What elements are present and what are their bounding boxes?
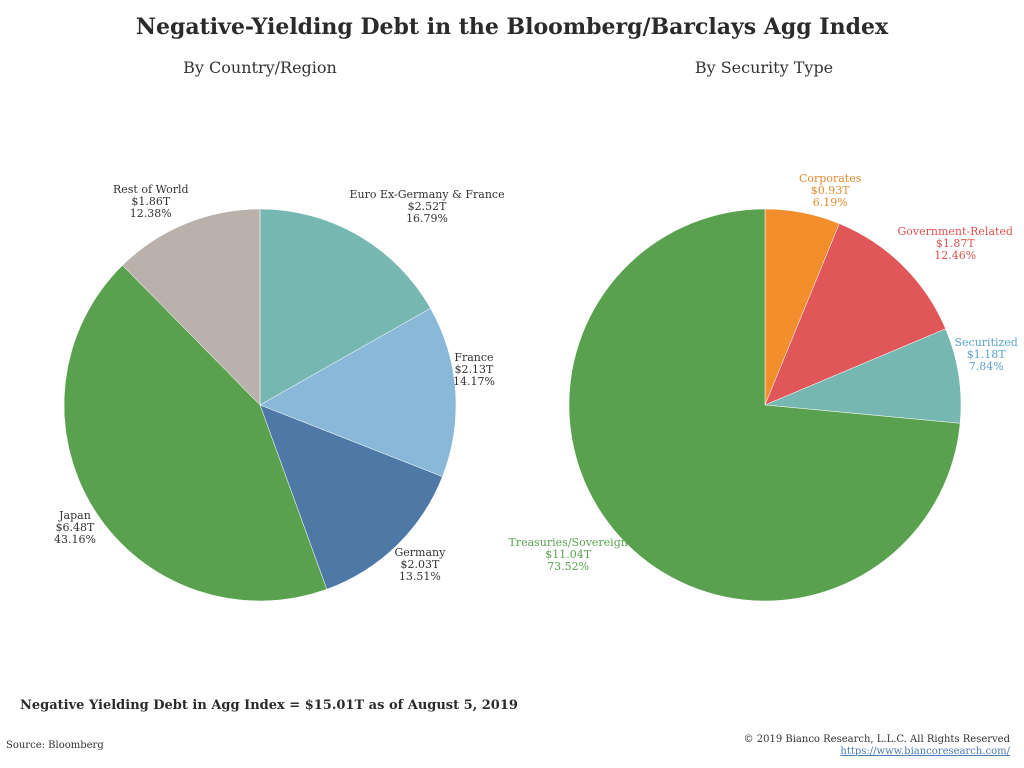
slice-name: Japan [59,509,91,522]
slice-label-treasuries-sovereign: Treasuries/Sovereign $11.04T 73.52% [509,537,628,573]
slice-percent: 73.52% [547,560,590,573]
slice-amount: $2.13T [454,363,494,376]
left-pie-subtitle: By Country/Region [183,58,337,77]
slice-label-government-related: Government-Related $1.87T 12.46% [898,226,1013,262]
slice-name: Euro Ex-Germany & France [349,188,505,201]
slice-label-euro-ex-germany-france: Euro Ex-Germany & France $2.52T 16.79% [350,189,505,225]
slice-percent: 6.19% [812,196,848,209]
slice-label-france: France $2.13T 14.17% [453,352,495,388]
pie-slice-rest-of-world [122,208,261,406]
slice-amount: $2.03T [400,558,440,571]
slice-amount: $1.18T [966,348,1006,361]
slice-label-rest-of-world: Rest of World $1.86T 12.38% [113,184,189,220]
slice-percent: 7.84% [968,360,1004,373]
slice-percent: 14.17% [453,375,495,388]
website-link[interactable]: https://www.biancoresearch.com/ [840,746,1010,757]
slice-name: Treasuries/Sovereign [508,536,628,549]
right-pie-subtitle: By Security Type [694,58,834,77]
slice-name: Securitized [954,336,1018,349]
source-note: Source: Bloomberg [6,740,104,751]
slice-label-corporates: Corporates $0.93T 6.19% [799,173,861,209]
pie-slice-treasuries-sovereign [568,208,961,602]
pie-slice-japan [63,265,328,602]
pie-slice-euro-ex-germany-france [259,208,431,406]
slice-amount: $0.93T [810,184,850,197]
slice-label-germany: Germany $2.03T 13.51% [395,547,446,583]
slice-name: France [454,351,494,364]
slice-name: Rest of World [113,183,189,196]
slice-amount: $2.52T [407,200,447,213]
slice-percent: 12.38% [129,207,172,220]
slice-percent: 12.46% [934,249,977,262]
slice-label-japan: Japan $6.48T 43.16% [54,510,96,546]
slice-amount: $6.48T [55,521,95,534]
pie-slice-germany [259,404,443,590]
total-note: Negative Yielding Debt in Agg Index = $1… [20,698,518,713]
slice-percent: 13.51% [398,570,441,583]
slice-amount: $11.04T [545,548,592,561]
copyright-block: © 2019 Bianco Research, L.L.C. All Right… [744,734,1010,758]
slice-name: Corporates [799,172,862,185]
slice-name: Government-Related [897,225,1013,238]
slice-label-securitized: Securitized $1.18T 7.84% [955,337,1018,373]
pie-slice-france [259,307,457,477]
slice-name: Germany [394,546,446,559]
slice-percent: 43.16% [54,533,96,546]
pie-slice-securitized [764,328,962,424]
pie-slice-government-related [764,223,946,406]
chart-title: Negative-Yielding Debt in the Bloomberg/… [135,14,889,40]
slice-amount: $1.87T [935,237,975,250]
slice-percent: 16.79% [406,212,449,225]
copyright-text: © 2019 Bianco Research, L.L.C. All Right… [743,734,1010,745]
slice-amount: $1.86T [131,195,171,208]
